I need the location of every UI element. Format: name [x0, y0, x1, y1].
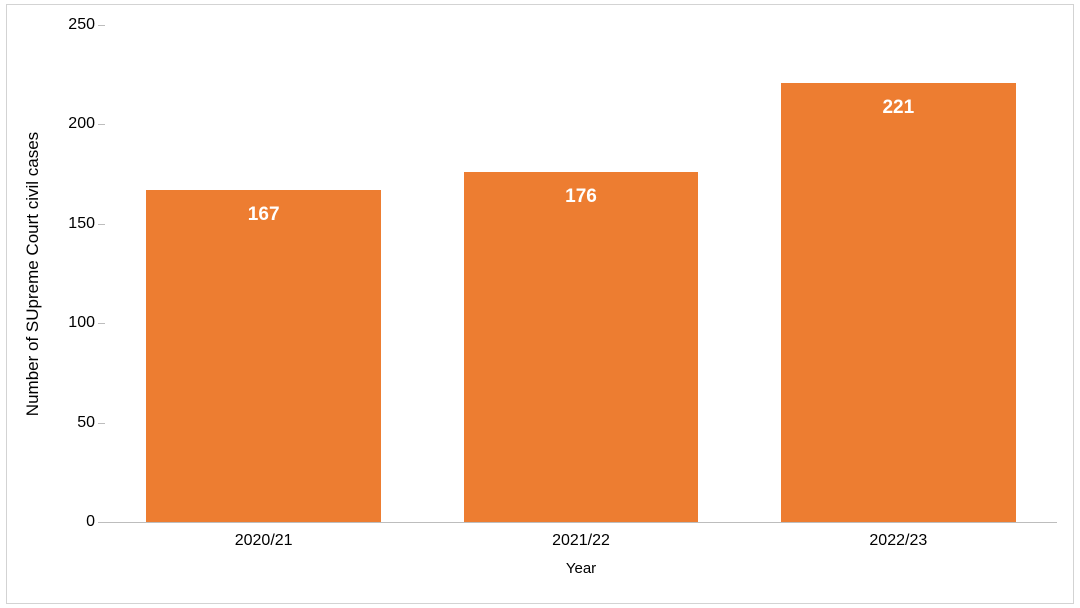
plot-area: 167 176 221	[105, 25, 1057, 522]
y-tick-mark	[98, 124, 105, 125]
chart-frame: 167 176 221 0 50 100 150 200 250 2020/21 2021/22…	[6, 4, 1074, 604]
y-tick-mark	[98, 522, 105, 523]
y-tick-label: 50	[7, 414, 95, 432]
bar-value-label: 176	[565, 186, 597, 208]
bar	[464, 172, 699, 522]
y-tick-mark	[98, 323, 105, 324]
bar-value-label: 167	[248, 204, 280, 226]
y-tick-mark	[98, 224, 105, 225]
y-tick-label: 100	[7, 314, 95, 332]
bar-value-label: 221	[882, 97, 914, 119]
bar	[781, 83, 1016, 522]
y-tick-label: 150	[7, 215, 95, 233]
y-tick-label: 250	[7, 16, 95, 34]
x-tick-label: 2021/22	[552, 532, 610, 550]
x-tick-label: 2022/23	[869, 532, 927, 550]
x-axis-title: Year	[566, 560, 596, 577]
y-axis-title: Number of SUpreme Court civil cases	[23, 131, 43, 415]
y-tick-mark	[98, 25, 105, 26]
x-tick-label: 2020/21	[235, 532, 293, 550]
y-tick-mark	[98, 423, 105, 424]
bar	[146, 190, 381, 522]
y-tick-label: 200	[7, 115, 95, 133]
y-tick-label: 0	[7, 513, 95, 531]
x-axis-line	[105, 522, 1057, 523]
